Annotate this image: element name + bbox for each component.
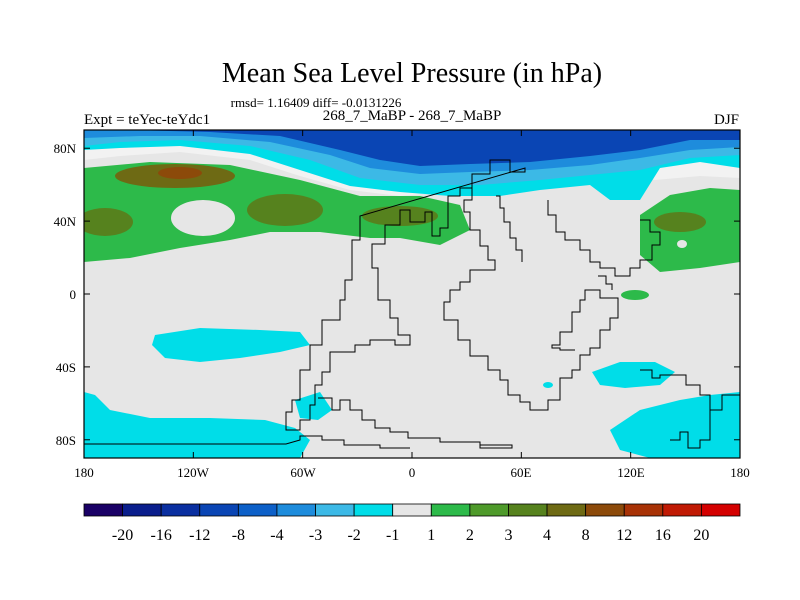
y-axis-labels: 80N 40N 0 40S 80S [54,141,77,448]
outline-inland-sea [496,195,523,262]
field-north-darkblue-core [130,130,740,166]
colorbar-swatch [353,503,394,517]
field-north-pacific-brown-core [158,167,202,179]
field-southeast-polar-cyan [610,392,740,458]
colorbar [83,503,741,517]
colorbar-swatch [83,503,123,517]
colorbar-label: 8 [582,527,590,544]
colorbar-swatch [199,503,239,517]
axis-ticks [83,130,741,458]
x-tick-label: 60E [511,465,532,480]
colorbar-label: -4 [270,527,283,544]
colorbar-swatch [276,503,316,517]
center-label: 268_7_MaBP - 268_7_MaBP [323,108,502,124]
field-pacific-olive-west [84,208,133,236]
colorbar-swatch [237,503,278,517]
x-tick-label: 120W [177,465,210,480]
x-tick-label: 60W [290,465,316,480]
colorbar-swatch [623,503,664,517]
y-tick-label: 40N [54,214,77,229]
colorbar-label: -1 [386,527,399,544]
outline-eastern-continent [443,188,619,411]
field-east-neutral-hole [677,240,687,248]
x-tick-label: 0 [409,465,416,480]
colorbar-label: 4 [543,527,551,544]
colorbar-swatch [430,503,471,517]
colorbar-swatch [469,503,509,517]
continent-outlines [84,159,740,449]
field-south-pacific-cyan [152,328,310,362]
expt-label: Expt = teYec-teYdc1 [84,112,210,128]
colorbar-labels: -20 -16 -12 -8 -4 -3 -2 -1 1 2 3 4 8 12 16 20 [112,527,709,544]
season-label: DJF [714,112,739,128]
outline-polar-coast [84,435,410,449]
colorbar-label: -12 [189,527,210,544]
field-east-asia-green-blob [621,290,649,300]
colorbar-swatch [662,503,702,517]
colorbar-swatch [315,503,355,517]
field-antarctic-coast-cyan [295,392,332,420]
y-tick-label: 0 [70,287,77,302]
x-tick-label: 180 [74,465,94,480]
colorbar-swatch [508,503,548,517]
outline-east-island [640,369,711,449]
colorbar-label: 1 [427,527,435,544]
outline-east-asia-coast [547,200,661,277]
field-south-atlantic-cyan-dot [543,382,553,388]
chart-subtitle: rmsd= 1.16409 diff= -0.0131226 [231,95,402,110]
outline-western-continent [285,159,526,431]
colorbar-label: -2 [347,527,360,544]
y-tick-label: 80S [56,433,76,448]
field-pacific-olive-east [247,194,323,226]
field-southwest-polar-cyan [84,392,310,458]
map-plot-area [84,130,740,458]
y-tick-label: 80N [54,141,77,156]
colorbar-label: 20 [693,527,709,544]
field-south-indian-cyan [592,362,675,388]
colorbar-label: -16 [151,527,172,544]
colorbar-label: 16 [655,527,671,544]
chart-title: Mean Sea Level Pressure (in hPa) [222,58,602,89]
colorbar-swatch [160,503,201,517]
colorbar-label: 3 [504,527,512,544]
colorbar-label: 2 [466,527,474,544]
colorbar-swatch [701,503,741,517]
colorbar-label: 12 [616,527,632,544]
field-east-olive [654,212,706,232]
outline-small-east-coast [598,275,613,290]
outline-southern-continent [318,397,513,449]
x-tick-label: 120E [617,465,645,480]
x-axis-labels: 180 120W 60W 0 60E 120E 180 [74,465,750,480]
colorbar-swatch [122,503,162,517]
colorbar-label: -8 [232,527,245,544]
y-tick-label: 40S [56,360,76,375]
colorbar-label: -3 [309,527,322,544]
colorbar-swatch [585,503,625,517]
colorbar-label: -20 [112,527,133,544]
colorbar-swatch [392,503,432,517]
outline-southeast-peninsula [710,394,740,411]
field-pacific-neutral-hole [171,200,235,236]
x-tick-label: 180 [730,465,750,480]
colorbar-swatch [546,503,587,517]
